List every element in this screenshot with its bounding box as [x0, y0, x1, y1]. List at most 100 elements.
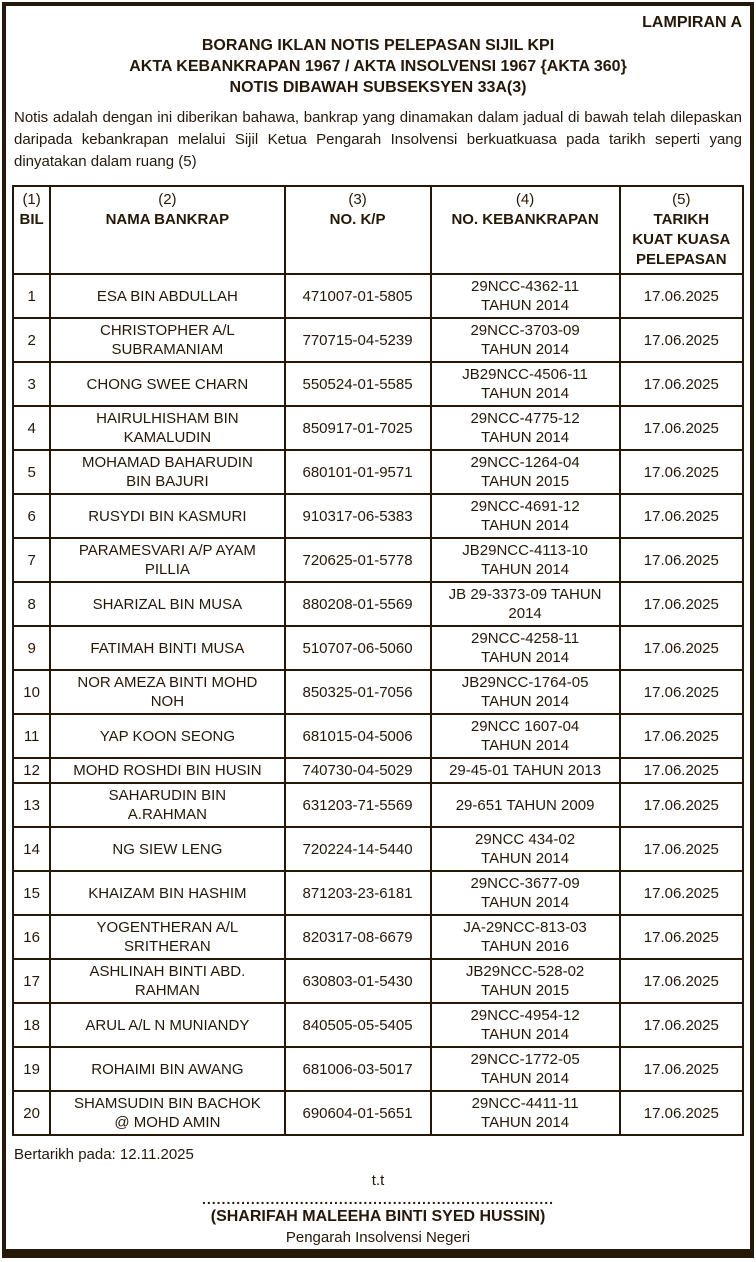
table-row: 18 ARUL A/L N MUNIANDY 840505-05-5405 29…: [11, 1002, 745, 1048]
cell-no-kebankrapan: 29NCC-4775-12 TAHUN 2014: [429, 405, 621, 451]
cell-bil: 12: [11, 757, 52, 784]
column-number: (4): [515, 191, 535, 208]
cell-no-kebankrapan: 29NCC-4954-12 TAHUN 2014: [429, 1002, 621, 1048]
cell-no-kebankrapan: 29NCC-4258-11 TAHUN 2014: [429, 625, 621, 671]
column-label: NO. KEBANKRAPAN: [451, 211, 599, 228]
cell-no-kp: 680101-01-9571: [283, 449, 432, 495]
cell-bil: 2: [11, 317, 52, 363]
cell-tarikh-pelepasan: 17.06.2025: [618, 669, 745, 715]
table-row: 9 FATIMAH BINTI MUSA 510707-06-5060 29NC…: [11, 625, 745, 671]
cell-tarikh-pelepasan: 17.06.2025: [618, 782, 745, 828]
cell-tarikh-pelepasan: 17.06.2025: [618, 914, 745, 960]
table-row: 19 ROHAIMI BIN AWANG 681006-03-5017 29NC…: [11, 1046, 745, 1092]
cell-no-kp: 910317-06-5383: [283, 493, 432, 539]
table-row: 10 NOR AMEZA BINTI MOHD NOH 850325-01-70…: [11, 669, 745, 715]
cell-bil: 10: [11, 669, 52, 715]
column-number: (3): [348, 191, 367, 208]
header-cell-tarikh: (5) TARIKH KUAT KUASA PELEPASAN: [618, 185, 745, 275]
annex-label: LAMPIRAN A: [642, 14, 742, 31]
table-row: 12 MOHD ROSHDI BIN HUSIN 740730-04-5029 …: [11, 757, 745, 784]
cell-tarikh-pelepasan: 17.06.2025: [618, 493, 745, 539]
notice-intro-paragraph: Notis adalah dengan ini diberikan bahawa…: [14, 109, 742, 170]
cell-nama-bankrap: HAIRULHISHAM BIN KAMALUDIN: [49, 405, 286, 451]
cell-bil: 20: [11, 1090, 52, 1136]
header-cell-bil: (1) BIL: [11, 185, 52, 275]
cell-nama-bankrap: MOHAMAD BAHARUDIN BIN BAJURI: [49, 449, 286, 495]
signature-dotted-line: ........................................…: [202, 1193, 554, 1205]
cell-no-kebankrapan: JB29NCC-1764-05 TAHUN 2014: [429, 669, 621, 715]
cell-bil: 6: [11, 493, 52, 539]
cell-tarikh-pelepasan: 17.06.2025: [618, 1002, 745, 1048]
cell-no-kebankrapan: 29NCC-1772-05 TAHUN 2014: [429, 1046, 621, 1092]
cell-nama-bankrap: RUSYDI BIN KASMURI: [49, 493, 286, 539]
cell-no-kp: 690604-01-5651: [283, 1090, 432, 1136]
cell-no-kebankrapan: 29NCC-3677-09 TAHUN 2014: [429, 870, 621, 916]
cell-bil: 8: [11, 581, 52, 627]
column-label: NO. K/P: [329, 211, 386, 228]
signatory-title: Pengarah Insolvensi Negeri: [285, 1229, 471, 1246]
table-row: 8 SHARIZAL BIN MUSA 880208-01-5569 JB 29…: [11, 581, 745, 627]
cell-bil: 17: [11, 958, 52, 1004]
cell-nama-bankrap: SHARIZAL BIN MUSA: [49, 581, 286, 627]
table-row: 14 NG SIEW LENG 720224-14-5440 29NCC 434…: [11, 826, 745, 872]
cell-nama-bankrap: YAP KOON SEONG: [49, 713, 286, 759]
signature-tt: t.t: [371, 1172, 385, 1189]
cell-nama-bankrap: SAHARUDIN BIN A.RAHMAN: [49, 782, 286, 828]
cell-tarikh-pelepasan: 17.06.2025: [618, 757, 745, 784]
table-row: 15 KHAIZAM BIN HASHIM 871203-23-6181 29N…: [11, 870, 745, 916]
document-title: BORANG IKLAN NOTIS PELEPASAN SIJIL KPI A…: [12, 35, 744, 98]
cell-tarikh-pelepasan: 17.06.2025: [618, 958, 745, 1004]
cell-nama-bankrap: YOGENTHERAN A/L SRITHERAN: [49, 914, 286, 960]
column-label: NAMA BANKRAP: [105, 211, 230, 228]
header-cell-no-kp: (3) NO. K/P: [283, 185, 432, 275]
cell-tarikh-pelepasan: 17.06.2025: [618, 405, 745, 451]
cell-bil: 11: [11, 713, 52, 759]
cell-no-kp: 681006-03-5017: [283, 1046, 432, 1092]
table-row: 6 RUSYDI BIN KASMURI 910317-06-5383 29NC…: [11, 493, 745, 539]
cell-no-kebankrapan: 29NCC-3703-09 TAHUN 2014: [429, 317, 621, 363]
cell-no-kp: 850325-01-7056: [283, 669, 432, 715]
cell-no-kebankrapan: 29NCC-4362-11 TAHUN 2014: [429, 273, 621, 319]
cell-no-kp: 850917-01-7025: [283, 405, 432, 451]
cell-no-kp: 681015-04-5006: [283, 713, 432, 759]
cell-tarikh-pelepasan: 17.06.2025: [618, 713, 745, 759]
header-cell-nama-bankrap: (2) NAMA BANKRAP: [49, 185, 286, 275]
cell-nama-bankrap: CHONG SWEE CHARN: [49, 361, 286, 407]
cell-bil: 4: [11, 405, 52, 451]
column-label: TARIKH KUAT KUASA PELEPASAN: [632, 211, 731, 268]
cell-bil: 13: [11, 782, 52, 828]
title-line-3: NOTIS DIBAWAH SUBSEKSYEN 33A(3): [229, 79, 527, 96]
cell-bil: 14: [11, 826, 52, 872]
cell-nama-bankrap: ARUL A/L N MUNIANDY: [49, 1002, 286, 1048]
table-row: 1 ESA BIN ABDULLAH 471007-01-5805 29NCC-…: [11, 273, 745, 319]
cell-tarikh-pelepasan: 17.06.2025: [618, 317, 745, 363]
cell-tarikh-pelepasan: 17.06.2025: [618, 537, 745, 583]
cell-no-kebankrapan: 29-651 TAHUN 2009: [429, 782, 621, 828]
cell-tarikh-pelepasan: 17.06.2025: [618, 1090, 745, 1136]
cell-nama-bankrap: ROHAIMI BIN AWANG: [49, 1046, 286, 1092]
cell-bil: 19: [11, 1046, 52, 1092]
cell-bil: 1: [11, 273, 52, 319]
bankruptcy-release-table: (1) BIL (2) NAMA BANKRAP (3) NO. K/P (4)…: [11, 185, 745, 1136]
signatory-name: (SHARIFAH MALEEHA BINTI SYED HUSSIN): [210, 1208, 546, 1225]
cell-tarikh-pelepasan: 17.06.2025: [618, 826, 745, 872]
table-row: 11 YAP KOON SEONG 681015-04-5006 29NCC 1…: [11, 713, 745, 759]
cell-no-kebankrapan: 29NCC-1264-04 TAHUN 2015: [429, 449, 621, 495]
table-body: 1 ESA BIN ABDULLAH 471007-01-5805 29NCC-…: [11, 273, 745, 1136]
column-number: (2): [158, 191, 177, 208]
table-row: 20 SHAMSUDIN BIN BACHOK @ MOHD AMIN 6906…: [11, 1090, 745, 1136]
cell-no-kebankrapan: 29NCC-4411-11 TAHUN 2014: [429, 1090, 621, 1136]
table-row: 7 PARAMESVARI A/P AYAM PILLIA 720625-01-…: [11, 537, 745, 583]
table-row: 4 HAIRULHISHAM BIN KAMALUDIN 850917-01-7…: [11, 405, 745, 451]
cell-tarikh-pelepasan: 17.06.2025: [618, 273, 745, 319]
cell-no-kp: 550524-01-5585: [283, 361, 432, 407]
title-line-2: AKTA KEBANKRAPAN 1967 / AKTA INSOLVENSI …: [129, 58, 627, 75]
cell-no-kebankrapan: JB29NCC-528-02 TAHUN 2015: [429, 958, 621, 1004]
header-cell-no-kebankrapan: (4) NO. KEBANKRAPAN: [429, 185, 621, 275]
cell-tarikh-pelepasan: 17.06.2025: [618, 870, 745, 916]
dated-line: Bertarikh pada: 12.11.2025: [14, 1146, 194, 1163]
cell-no-kebankrapan: 29NCC-4691-12 TAHUN 2014: [429, 493, 621, 539]
cell-tarikh-pelepasan: 17.06.2025: [618, 449, 745, 495]
cell-bil: 3: [11, 361, 52, 407]
cell-bil: 5: [11, 449, 52, 495]
